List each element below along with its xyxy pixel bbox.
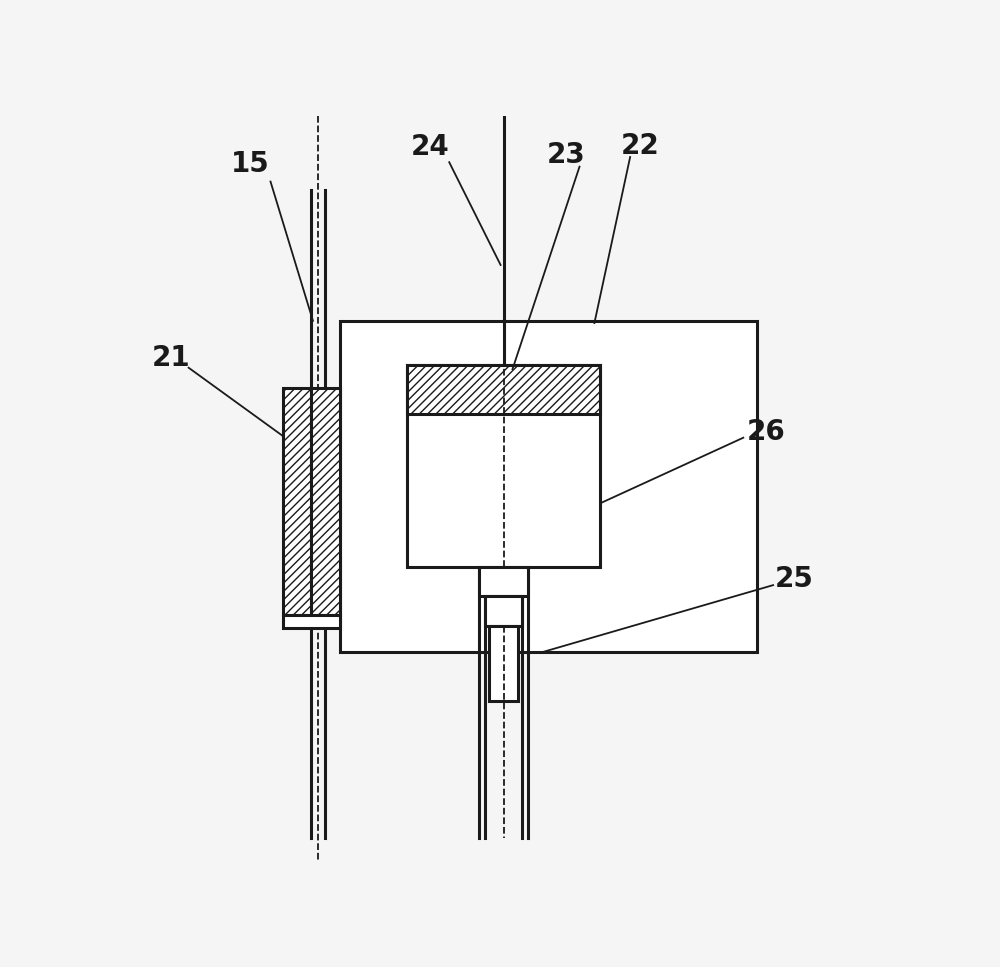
Text: 23: 23 xyxy=(547,141,585,169)
Bar xyxy=(407,366,600,414)
Bar xyxy=(489,626,518,700)
Text: 26: 26 xyxy=(746,419,785,447)
Text: 21: 21 xyxy=(152,344,191,372)
Text: 25: 25 xyxy=(775,565,813,593)
Text: 15: 15 xyxy=(231,151,270,179)
Bar xyxy=(479,567,528,597)
Text: 22: 22 xyxy=(621,132,660,160)
Bar xyxy=(340,321,757,652)
Bar xyxy=(485,597,522,626)
Bar xyxy=(283,615,340,629)
Bar xyxy=(283,388,311,615)
Bar xyxy=(311,388,340,615)
Bar xyxy=(407,366,600,567)
Text: 24: 24 xyxy=(411,133,450,161)
